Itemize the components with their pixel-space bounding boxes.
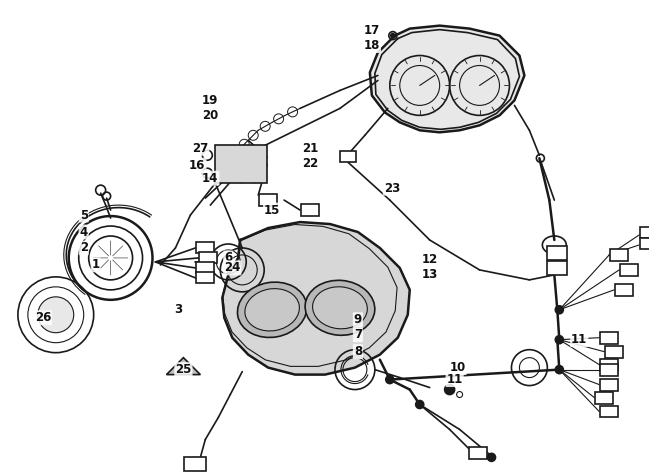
Text: 11: 11: [422, 268, 438, 281]
Text: 7: 7: [354, 328, 362, 341]
FancyBboxPatch shape: [469, 447, 487, 459]
Ellipse shape: [313, 287, 367, 329]
FancyBboxPatch shape: [185, 457, 206, 471]
Circle shape: [488, 453, 495, 461]
Text: 13: 13: [422, 268, 438, 281]
FancyBboxPatch shape: [640, 227, 650, 238]
Ellipse shape: [237, 282, 307, 337]
Circle shape: [386, 376, 394, 384]
Circle shape: [555, 306, 564, 314]
Polygon shape: [370, 26, 525, 133]
Text: 18: 18: [364, 39, 380, 52]
Text: 3: 3: [174, 304, 183, 316]
Text: 1: 1: [92, 258, 99, 271]
FancyBboxPatch shape: [610, 249, 628, 261]
FancyBboxPatch shape: [640, 238, 650, 249]
FancyBboxPatch shape: [605, 346, 623, 358]
Text: 25: 25: [176, 363, 192, 376]
Text: 10: 10: [450, 361, 466, 374]
Text: 15: 15: [264, 204, 280, 217]
FancyBboxPatch shape: [547, 261, 567, 275]
FancyBboxPatch shape: [595, 391, 613, 404]
Circle shape: [391, 34, 395, 38]
Ellipse shape: [305, 280, 375, 335]
Text: 27: 27: [192, 142, 209, 155]
Circle shape: [445, 385, 454, 395]
Text: 23: 23: [384, 181, 400, 195]
Polygon shape: [222, 222, 410, 375]
Text: 11: 11: [447, 373, 463, 386]
FancyBboxPatch shape: [615, 284, 633, 296]
Text: 8: 8: [354, 345, 362, 358]
FancyBboxPatch shape: [196, 242, 214, 254]
Ellipse shape: [245, 289, 300, 331]
FancyBboxPatch shape: [600, 332, 618, 344]
Text: 21: 21: [302, 142, 318, 155]
Text: 5: 5: [79, 209, 88, 221]
Text: 11: 11: [571, 333, 588, 346]
FancyBboxPatch shape: [301, 204, 319, 216]
Circle shape: [555, 336, 564, 344]
Text: 16: 16: [189, 159, 205, 171]
Circle shape: [555, 366, 564, 374]
Text: 20: 20: [202, 109, 218, 122]
Bar: [215, 145, 267, 183]
FancyBboxPatch shape: [600, 406, 618, 418]
Text: 26: 26: [34, 311, 51, 324]
FancyBboxPatch shape: [196, 262, 214, 274]
FancyBboxPatch shape: [200, 252, 217, 264]
Circle shape: [231, 153, 236, 158]
Polygon shape: [166, 358, 200, 375]
Circle shape: [416, 400, 424, 408]
FancyBboxPatch shape: [600, 359, 618, 370]
FancyBboxPatch shape: [196, 272, 214, 284]
FancyBboxPatch shape: [600, 379, 618, 390]
Text: 2: 2: [80, 241, 88, 255]
Text: 24: 24: [224, 261, 240, 275]
FancyBboxPatch shape: [340, 151, 356, 162]
Circle shape: [38, 297, 73, 332]
Text: 4: 4: [79, 226, 88, 238]
FancyBboxPatch shape: [620, 264, 638, 276]
Text: 22: 22: [302, 157, 318, 170]
Text: 19: 19: [202, 94, 218, 107]
Text: 17: 17: [364, 24, 380, 37]
Text: 6: 6: [224, 251, 233, 265]
Text: 9: 9: [354, 313, 362, 326]
FancyBboxPatch shape: [600, 364, 618, 376]
FancyBboxPatch shape: [547, 246, 567, 260]
FancyBboxPatch shape: [259, 194, 277, 206]
Text: 14: 14: [202, 171, 218, 185]
Text: 12: 12: [422, 254, 438, 266]
